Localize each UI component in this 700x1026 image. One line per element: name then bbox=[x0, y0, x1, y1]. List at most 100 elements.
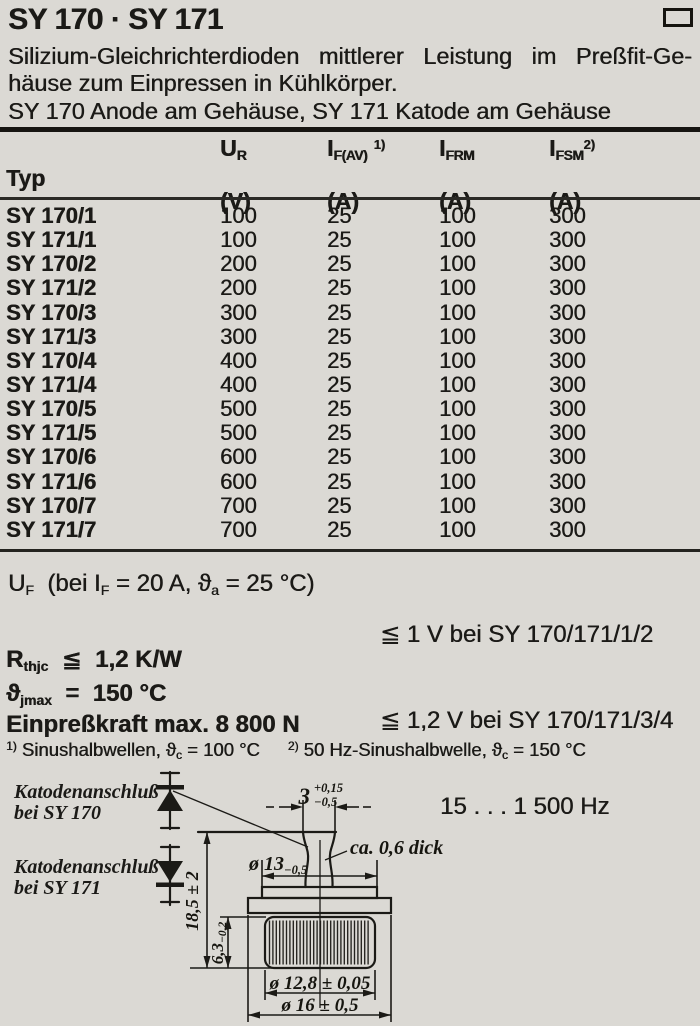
cell-ifrm: 100 bbox=[439, 468, 476, 494]
cell-ifrm: 100 bbox=[439, 516, 476, 542]
cell-ur: 300 bbox=[220, 323, 257, 349]
cell-ifrm: 100 bbox=[439, 492, 476, 518]
cell-typ: SY 171/5 bbox=[6, 420, 97, 446]
cell-ur: 400 bbox=[220, 371, 257, 397]
tjmax-line: ϑjmax = 150 °C bbox=[6, 680, 167, 708]
rth-line: Rthjc ≦ 1,2 K/W bbox=[6, 646, 182, 674]
cell-ifsm: 300 bbox=[549, 275, 586, 301]
cell-ifrm: 100 bbox=[439, 347, 476, 373]
ratings-table: SY 170/1 100 25 100 300 SY 171/1 100 25 … bbox=[0, 203, 700, 542]
cell-ifav: 25 bbox=[327, 468, 352, 494]
table-header: Typ UR (V) IF(AV) 1) (A) IFRM (A) IFSM2)… bbox=[0, 135, 700, 214]
cell-ifsm: 300 bbox=[549, 492, 586, 518]
cell-ifav: 25 bbox=[327, 396, 352, 422]
cell-ifsm: 300 bbox=[549, 516, 586, 542]
cell-ifrm: 100 bbox=[439, 396, 476, 422]
cell-ifsm: 300 bbox=[549, 203, 586, 228]
cell-typ: SY 171/1 bbox=[6, 227, 97, 253]
footnote-1: 1) Sinushalbwellen, ϑc = 100 °C bbox=[6, 739, 260, 762]
uf-condition: UF (bei IF = 20 A, ϑa = 25 °C) bbox=[8, 570, 315, 598]
table-row: SY 170/4 400 25 100 300 bbox=[0, 347, 700, 373]
cell-ifav: 25 bbox=[327, 420, 352, 446]
cell-typ: SY 170/3 bbox=[6, 299, 97, 325]
cell-typ: SY 171/2 bbox=[6, 275, 97, 301]
cell-ifsm: 300 bbox=[549, 323, 586, 349]
table-row: SY 171/6 600 25 100 300 bbox=[0, 468, 700, 494]
cell-typ: SY 170/5 bbox=[6, 396, 97, 422]
table-row: SY 170/5 500 25 100 300 bbox=[0, 396, 700, 422]
frequency-range: 15 . . . 1 500 Hz bbox=[440, 792, 610, 820]
cell-ifav: 25 bbox=[327, 347, 352, 373]
cell-typ: SY 170/2 bbox=[6, 251, 97, 277]
col-header-ur: UR (V) bbox=[220, 135, 251, 214]
cell-ur: 100 bbox=[220, 227, 257, 253]
cathode-label-sy171: Katodenanschluß bei SY 171 bbox=[14, 856, 159, 899]
svg-text:18,5 ± 2: 18,5 ± 2 bbox=[182, 871, 202, 930]
cell-ifsm: 300 bbox=[549, 371, 586, 397]
leader-line bbox=[172, 790, 309, 848]
col-header-typ: Typ bbox=[6, 165, 46, 191]
dim-tab-thickness: ca. 0,6 dick bbox=[324, 837, 443, 861]
cell-ifav: 25 bbox=[327, 492, 352, 518]
corner-box-icon bbox=[663, 8, 693, 27]
cell-ur: 600 bbox=[220, 444, 257, 470]
svg-text:+0,15: +0,15 bbox=[314, 781, 343, 795]
cell-ur: 500 bbox=[220, 396, 257, 422]
uf-limits: ≦ 1 V bei SY 170/171/1/2 ≦ 1,2 V bei SY … bbox=[380, 564, 673, 879]
cell-ifrm: 100 bbox=[439, 323, 476, 349]
cell-ur: 600 bbox=[220, 468, 257, 494]
cell-ifrm: 100 bbox=[439, 444, 476, 470]
uf-limit-1: ≦ 1 V bei SY 170/171/1/2 bbox=[380, 621, 654, 649]
table-bottom-rule bbox=[0, 549, 700, 552]
table-row: SY 170/1 100 25 100 300 bbox=[0, 203, 700, 228]
cell-ifsm: 300 bbox=[549, 299, 586, 325]
table-row: SY 171/1 100 25 100 300 bbox=[0, 227, 700, 253]
cell-ur: 100 bbox=[220, 203, 257, 228]
cell-typ: SY 171/3 bbox=[6, 323, 97, 349]
cell-ifsm: 300 bbox=[549, 420, 586, 446]
cell-ifav: 25 bbox=[327, 251, 352, 277]
svg-text:ca. 0,6 dick: ca. 0,6 dick bbox=[350, 837, 443, 859]
cell-ifrm: 100 bbox=[439, 203, 476, 228]
cell-ur: 300 bbox=[220, 299, 257, 325]
svg-text:3: 3 bbox=[298, 784, 311, 809]
table-row: SY 170/6 600 25 100 300 bbox=[0, 445, 700, 469]
package-drawing: 3 +0,15 −0,5 ca. 0,6 dick ø 13−0,5 18,5 … bbox=[156, 770, 443, 1022]
cell-ur: 700 bbox=[220, 492, 257, 518]
svg-text:ø 12,8 ± 0,05: ø 12,8 ± 0,05 bbox=[269, 973, 371, 994]
table-row: SY 171/2 200 25 100 300 bbox=[0, 276, 700, 300]
diode-symbol-sy171-icon bbox=[156, 843, 184, 907]
cell-typ: SY 171/7 bbox=[6, 516, 97, 542]
intro-line-1: Silizium-Gleichrichterdioden mittlerer L… bbox=[8, 43, 692, 69]
dim-pin-width: 3 +0,15 −0,5 bbox=[266, 781, 371, 831]
press-force-line: Einpreßkraft max. 8 800 N bbox=[6, 711, 300, 738]
table-row: SY 170/2 200 25 100 300 bbox=[0, 252, 700, 276]
cell-ifrm: 100 bbox=[439, 371, 476, 397]
col-header-ifsm: IFSM2) (A) bbox=[549, 135, 596, 214]
cell-ifav: 25 bbox=[327, 299, 352, 325]
cell-ifav: 25 bbox=[327, 371, 352, 397]
table-row: SY 171/3 300 25 100 300 bbox=[0, 323, 700, 349]
cell-ur: 700 bbox=[220, 516, 257, 542]
table-top-rule bbox=[0, 127, 700, 132]
page-title: SY 170 · SY 171 bbox=[8, 3, 223, 36]
table-row: SY 170/3 300 25 100 300 bbox=[0, 299, 700, 325]
table-header-rule bbox=[0, 197, 700, 200]
cell-typ: SY 171/6 bbox=[6, 468, 97, 494]
cell-ifsm: 300 bbox=[549, 227, 586, 253]
dim-d13: ø 13−0,5 bbox=[248, 853, 378, 886]
cell-ifrm: 100 bbox=[439, 227, 476, 253]
cell-ifsm: 300 bbox=[549, 251, 586, 277]
cell-ifsm: 300 bbox=[549, 347, 586, 373]
col-header-ifav: IF(AV) 1) (A) bbox=[327, 135, 386, 214]
cell-ifav: 25 bbox=[327, 275, 352, 301]
intro-line-2: häuse zum Einpressen in Kühlkörper. bbox=[8, 70, 398, 97]
cell-ifrm: 100 bbox=[439, 299, 476, 325]
cell-ur: 200 bbox=[220, 275, 257, 301]
cell-typ: SY 170/4 bbox=[6, 347, 97, 373]
svg-text:−0,5: −0,5 bbox=[314, 795, 337, 809]
cell-typ: SY 171/4 bbox=[6, 371, 97, 397]
footnote-2: 2) 50 Hz-Sinushalbwelle, ϑc = 150 °C bbox=[287, 739, 586, 762]
footnotes: 1) Sinushalbwellen, ϑc = 100 °C 2) 50 Hz-… bbox=[6, 739, 586, 762]
